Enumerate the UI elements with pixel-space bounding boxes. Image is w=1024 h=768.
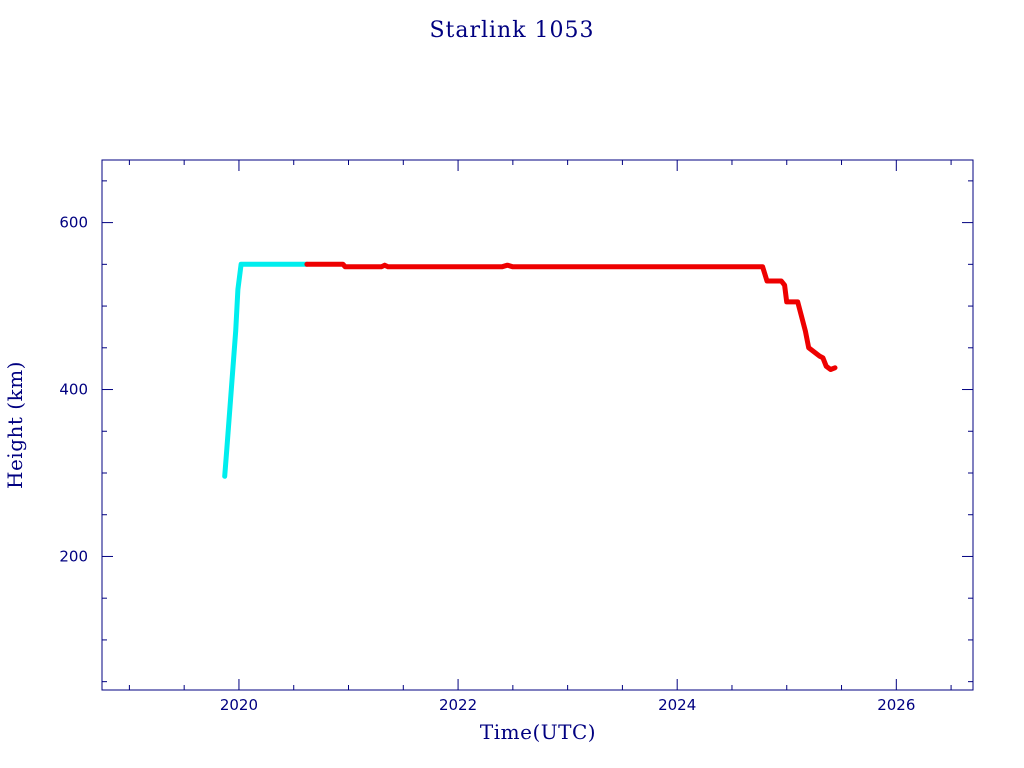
y-tick-label: 400 <box>59 381 88 399</box>
x-axis-label: Time(UTC) <box>480 720 596 744</box>
x-tick-label: 2026 <box>877 696 915 714</box>
y-tick-label: 600 <box>59 214 88 232</box>
major-ticks <box>102 160 973 690</box>
x-tick-label: 2020 <box>220 696 258 714</box>
plot-frame <box>101 159 974 691</box>
chart-title: Starlink 1053 <box>429 18 594 43</box>
y-axis-label: Height (km) <box>3 361 27 489</box>
plot-area <box>101 159 974 691</box>
x-tick-label: 2024 <box>658 696 696 714</box>
y-tick-labels: 200 400 600 <box>59 214 88 566</box>
series-line-2 <box>304 261 838 372</box>
series-layer <box>222 261 838 479</box>
x-tick-label: 2022 <box>439 696 477 714</box>
x-tick-labels: 2020 2022 2024 2026 <box>220 696 916 714</box>
y-tick-label: 200 <box>59 547 88 565</box>
series-line-1 <box>222 261 310 479</box>
minor-ticks <box>102 160 973 690</box>
